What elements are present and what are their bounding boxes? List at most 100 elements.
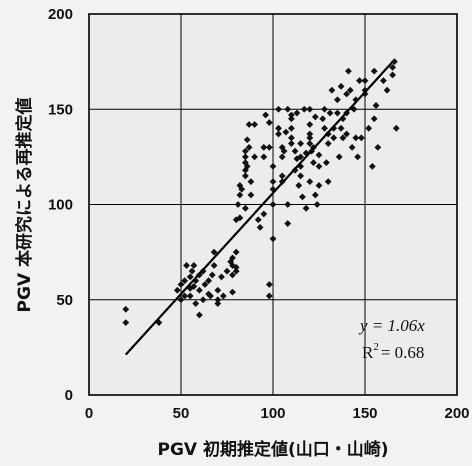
y-tick-label: 150: [48, 101, 73, 118]
data-point: [183, 262, 190, 269]
data-point: [232, 248, 240, 256]
data-point: [343, 90, 350, 98]
y-axis-title: PGV 本研究による再推定値: [14, 98, 35, 313]
data-point: [334, 109, 341, 117]
data-point: [335, 153, 343, 161]
data-point: [357, 134, 365, 142]
data-point: [192, 300, 200, 307]
data-point: [269, 235, 277, 243]
data-point: [282, 128, 290, 136]
data-point: [339, 134, 347, 142]
data-point: [288, 111, 295, 119]
data-point: [201, 281, 209, 288]
data-point: [306, 134, 314, 142]
data-point: [322, 159, 330, 166]
data-point: [337, 124, 345, 132]
data-point: [265, 119, 273, 126]
tick-labels: 0 50 100 150 200 0 50 100 150 200: [48, 6, 470, 422]
r2-label: R2 = 0.68: [362, 341, 424, 362]
data-point: [260, 210, 268, 218]
data-point: [214, 296, 222, 304]
data-point: [190, 283, 198, 290]
data-point: [374, 143, 382, 151]
data-point: [352, 134, 360, 142]
data-point: [242, 159, 249, 166]
data-point: [288, 134, 295, 142]
data-point: [330, 124, 338, 132]
data-point: [177, 281, 185, 288]
data-point: [288, 115, 295, 123]
data-point: [254, 216, 262, 224]
data-point: [321, 105, 328, 113]
data-point: [208, 271, 216, 279]
data-point: [361, 86, 369, 94]
data-point: [251, 153, 258, 161]
data-point: [306, 121, 314, 128]
data-point: [293, 109, 301, 117]
data-point: [238, 185, 246, 193]
data-point: [324, 178, 332, 186]
data-point: [269, 163, 277, 170]
data-point: [275, 130, 282, 138]
data-point: [265, 143, 273, 151]
data-point: [284, 201, 292, 208]
data-point: [186, 284, 194, 292]
data-point: [242, 172, 249, 180]
y-tick-label: 50: [56, 292, 73, 309]
data-point: [122, 305, 130, 313]
equation-label: y = 1.06x: [358, 316, 425, 335]
data-point: [242, 147, 249, 155]
data-point: [334, 96, 341, 104]
data-point: [229, 271, 236, 279]
r2-symbol: R: [362, 343, 374, 362]
data-point: [302, 204, 310, 212]
data-point: [370, 115, 378, 123]
data-point: [219, 292, 227, 300]
data-point: [186, 292, 194, 300]
data-point: [275, 124, 282, 132]
y-tick-label: 200: [48, 6, 73, 23]
data-point: [229, 288, 236, 296]
data-point: [278, 153, 286, 161]
data-point: [311, 191, 319, 199]
data-point: [214, 286, 222, 294]
data-point: [356, 77, 363, 85]
y-tick-label: 0: [65, 387, 73, 404]
data-point: [315, 182, 323, 189]
data-point: [389, 71, 396, 79]
data-point: [234, 201, 242, 208]
data-point: [269, 201, 277, 208]
data-point: [313, 201, 321, 208]
data-point: [247, 191, 255, 199]
data-point: [391, 58, 398, 66]
data-point: [207, 292, 214, 300]
regression-line: [124, 61, 394, 356]
data-point: [269, 178, 277, 186]
x-axis-title: PGV 初期推定値(山口・山崎): [157, 439, 388, 460]
data-point: [383, 86, 391, 94]
data-point: [284, 220, 292, 227]
x-tick-label: 150: [352, 405, 377, 422]
data-point: [242, 204, 249, 212]
data-point: [236, 214, 244, 222]
data-point: [306, 130, 314, 138]
data-point: [196, 286, 203, 294]
data-point: [243, 163, 251, 170]
data-point: [247, 178, 255, 186]
data-point: [392, 124, 400, 132]
data-point: [306, 178, 314, 186]
data-point: [365, 124, 373, 132]
data-point: [242, 153, 249, 161]
data-point: [188, 267, 196, 275]
data-point: [315, 151, 323, 159]
data-point: [251, 121, 258, 128]
data-point: [337, 82, 345, 90]
data-point: [354, 153, 362, 161]
data-point: [302, 149, 310, 157]
x-tick-label: 50: [173, 405, 190, 422]
data-point: [348, 143, 356, 151]
data-point: [265, 281, 273, 288]
data-point: [280, 147, 288, 155]
data-point: [210, 248, 218, 256]
data-point: [295, 182, 303, 189]
